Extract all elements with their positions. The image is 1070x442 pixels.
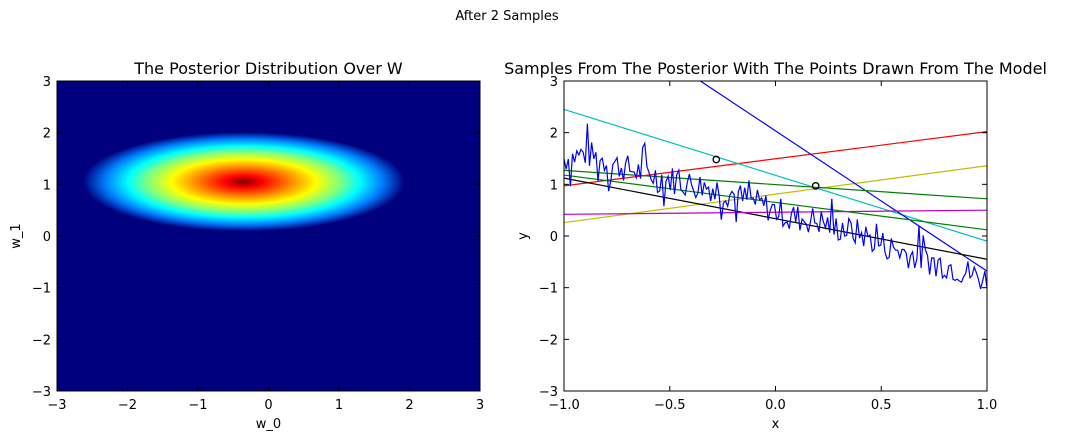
right-ytick-label: −3 [539, 385, 558, 400]
right-xtick-label: 0.0 [765, 398, 786, 413]
posterior-density-blob [83, 132, 405, 232]
observed-point [712, 155, 721, 164]
left-y-axis-label: w_1 [9, 223, 24, 248]
left-ytick-label: −3 [32, 385, 51, 400]
posterior-samples-panel: −1.0 −0.5 0.0 0.5 1.0 −3 −2 −1 0 1 2 3 Samples From… [504, 59, 1047, 432]
left-xtick-label: −1 [188, 398, 207, 413]
posterior-sample-line [564, 131, 987, 187]
left-xtick-label: 3 [476, 398, 484, 413]
noisy-target-series [564, 123, 987, 290]
left-xtick-label: 0 [264, 398, 272, 413]
left-ytick-label: 2 [43, 127, 51, 142]
left-ytick-label: 0 [43, 230, 51, 245]
right-chart-title: Samples From The Posterior With The Poin… [504, 59, 1047, 78]
left-xtick-label: 2 [405, 398, 413, 413]
right-y-axis-label: y [516, 232, 531, 240]
left-chart-title: The Posterior Distribution Over W [133, 59, 403, 78]
right-xtick-label: −0.5 [654, 398, 686, 413]
posterior-sample-line [699, 81, 987, 272]
right-ytick-label: 3 [550, 75, 558, 90]
left-ytick-label: 1 [43, 178, 51, 193]
left-xtick-label: −3 [47, 398, 66, 413]
left-ytick-label: −2 [32, 333, 51, 348]
posterior-sample-line [564, 174, 987, 231]
left-axis-ticks: −3 −2 −1 0 1 2 3 −3 −2 −1 0 1 2 3 [32, 75, 484, 413]
right-xtick-label: −1.0 [548, 398, 580, 413]
right-ytick-label: 1 [550, 178, 558, 193]
left-xtick-label: −2 [118, 398, 137, 413]
left-ytick-label: 3 [43, 75, 51, 90]
heatmap-background [57, 81, 480, 391]
right-xtick-label: 1.0 [977, 398, 998, 413]
posterior-sample-line [564, 169, 987, 200]
observed-points-group [712, 155, 820, 190]
left-x-axis-label: w_0 [256, 417, 281, 432]
figure-suptitle: After 2 Samples [455, 9, 558, 24]
left-ytick-label: −1 [32, 282, 51, 297]
left-xtick-label: 1 [335, 398, 343, 413]
observed-point [811, 182, 820, 190]
right-ytick-label: −2 [539, 333, 558, 348]
right-ytick-label: 0 [550, 230, 558, 245]
right-axes-background [564, 81, 987, 391]
posterior-heatmap-panel: −3 −2 −1 0 1 2 3 −3 −2 −1 0 1 2 3 The Posterior Distr… [9, 59, 484, 432]
right-ytick-label: 2 [550, 127, 558, 142]
right-xtick-label: 0.5 [871, 398, 892, 413]
right-ytick-label: −1 [539, 282, 558, 297]
posterior-sample-line [564, 177, 987, 260]
right-x-axis-label: x [772, 417, 780, 432]
right-axis-ticks: −1.0 −0.5 0.0 0.5 1.0 −3 −2 −1 0 1 2 3 [539, 75, 998, 413]
posterior-sample-line [564, 108, 987, 242]
